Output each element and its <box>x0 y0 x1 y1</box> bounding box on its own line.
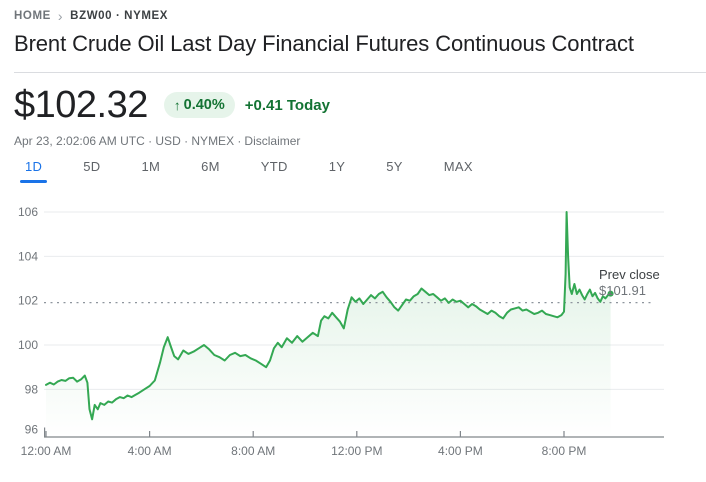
price-line <box>45 211 612 421</box>
breadcrumb: HOME › BZW00 · NYMEX <box>14 9 168 23</box>
svg-text:102: 102 <box>18 294 38 308</box>
tab-1m[interactable]: 1M <box>141 159 160 183</box>
tab-1d[interactable]: 1D <box>19 159 48 183</box>
current-price: $102.32 <box>14 84 148 126</box>
page-title: Brent Crude Oil Last Day Financial Futur… <box>14 31 634 56</box>
tab-max[interactable]: MAX <box>444 159 473 183</box>
tab-5y[interactable]: 5Y <box>386 159 403 183</box>
svg-text:12:00 PM: 12:00 PM <box>331 444 382 458</box>
x-axis-labels: 12:00 AM 4:00 AM 8:00 AM 12:00 PM 4:00 PM 8:0… <box>21 444 587 458</box>
svg-text:96: 96 <box>25 423 39 437</box>
quote-summary: $102.32 ↑ 0.40% +0.41 Today <box>14 86 330 124</box>
breadcrumb-symbol: BZW00 · NYMEX <box>70 10 169 22</box>
tab-5d[interactable]: 5D <box>83 159 100 183</box>
y-axis-labels: 96 98 100 102 104 106 <box>18 205 38 437</box>
last-price-dot <box>607 290 614 297</box>
price-area-fill <box>46 212 611 437</box>
prev-close-label: Prev close <box>599 267 660 282</box>
tab-ytd[interactable]: YTD <box>261 159 288 183</box>
change-percent-badge: ↑ 0.40% <box>163 92 235 118</box>
svg-text:100: 100 <box>18 338 38 352</box>
prev-close-value: $101.91 <box>599 283 646 298</box>
tab-1y[interactable]: 1Y <box>329 159 346 183</box>
svg-text:8:00 AM: 8:00 AM <box>231 444 275 458</box>
tab-6m[interactable]: 6M <box>201 159 220 183</box>
chevron-right-icon: › <box>57 8 64 24</box>
svg-text:106: 106 <box>18 205 38 219</box>
svg-text:4:00 PM: 4:00 PM <box>438 444 483 458</box>
svg-text:8:00 PM: 8:00 PM <box>542 444 587 458</box>
svg-text:104: 104 <box>18 249 38 263</box>
svg-text:4:00 AM: 4:00 AM <box>128 444 172 458</box>
change-percent: 0.40% <box>183 97 225 113</box>
arrow-up-icon: ↑ <box>173 97 181 113</box>
breadcrumb-home-link[interactable]: HOME <box>14 10 51 22</box>
svg-text:98: 98 <box>25 382 39 396</box>
quote-meta: Apr 23, 2:02:06 AM UTC · USD · NYMEX · Di… <box>14 134 300 148</box>
change-today: +0.41 Today <box>244 96 330 114</box>
svg-text:12:00 AM: 12:00 AM <box>21 444 72 458</box>
quote-timestamp: Apr 23, 2:02:06 AM UTC · USD · NYMEX · <box>14 134 242 148</box>
disclaimer-link[interactable]: Disclaimer <box>244 134 301 148</box>
header-divider <box>14 72 706 73</box>
x-axis <box>43 427 664 438</box>
time-range-tabs: 1D 5D 1M 6M YTD 1Y 5Y MAX <box>19 159 473 183</box>
